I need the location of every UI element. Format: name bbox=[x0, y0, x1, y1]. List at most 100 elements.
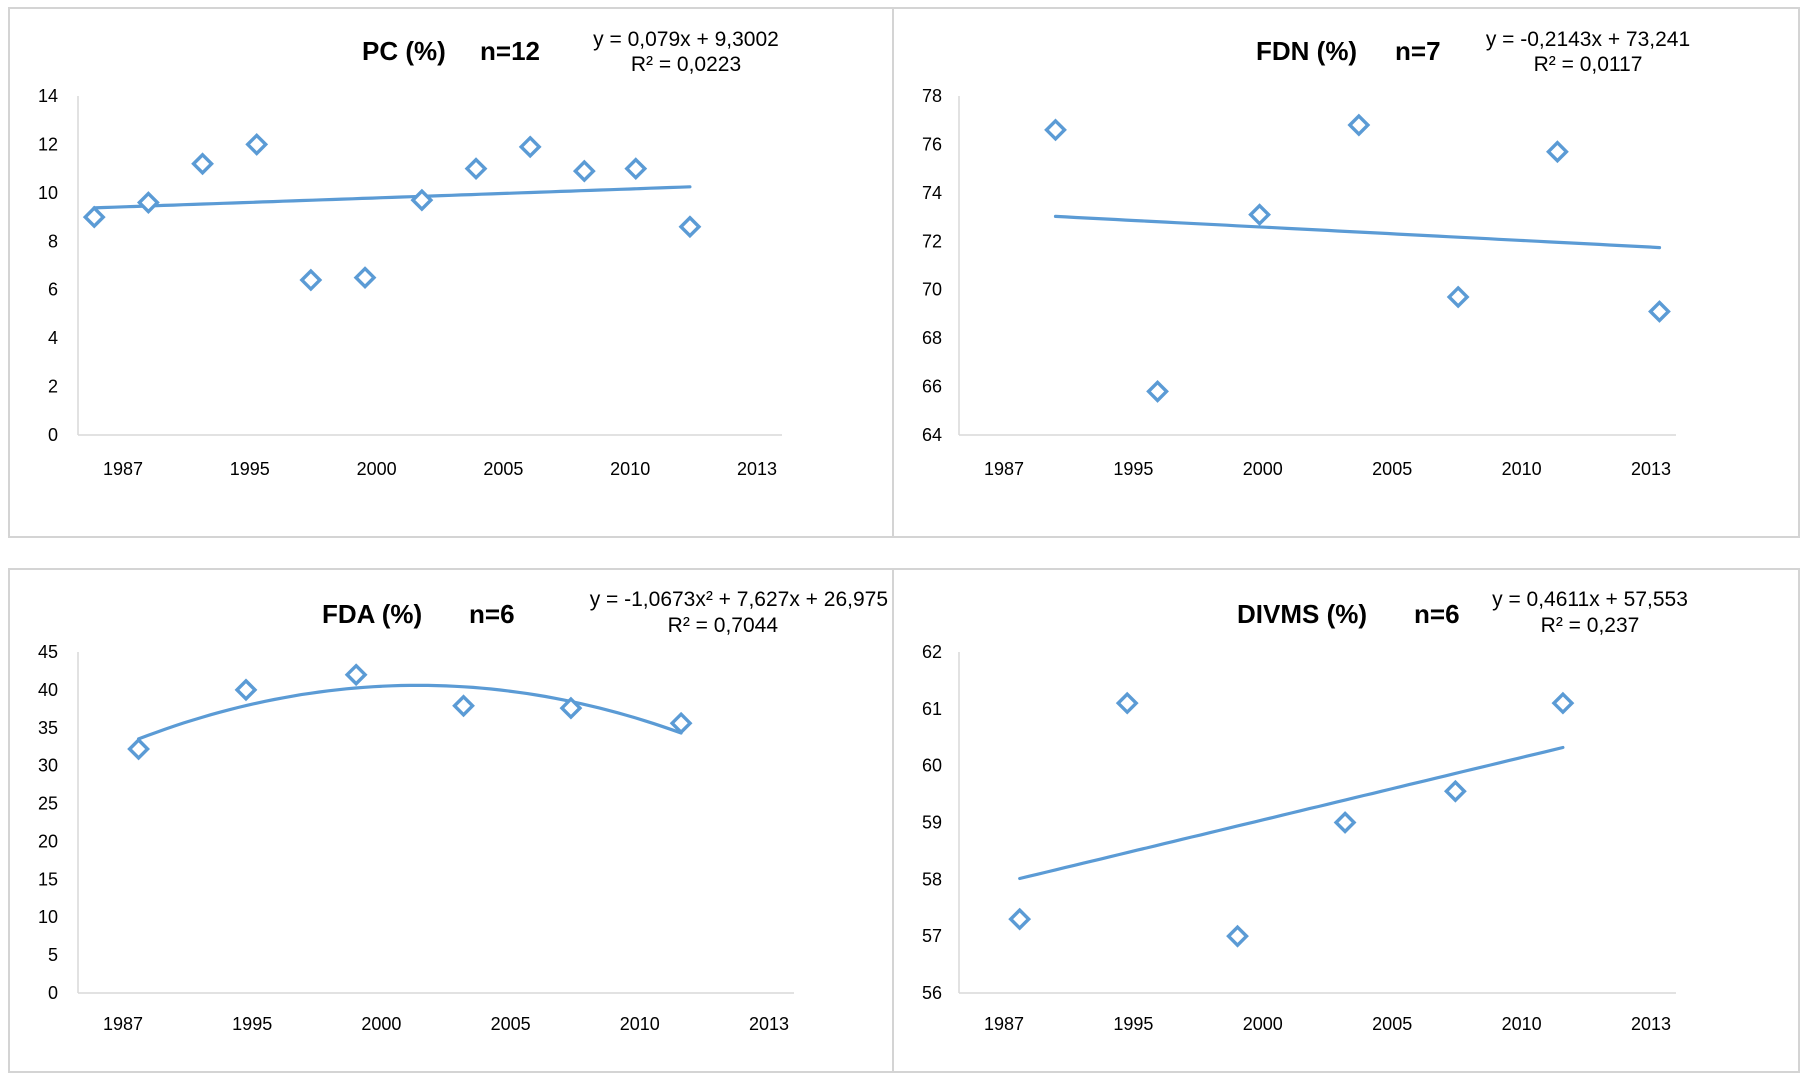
r-squared-label: R² = 0,7044 bbox=[668, 614, 779, 637]
data-point bbox=[1146, 380, 1169, 403]
x-tick-label: 2005 bbox=[1372, 459, 1412, 479]
x-tick-label: 2010 bbox=[610, 459, 650, 479]
x-tick-label: 2010 bbox=[1502, 459, 1542, 479]
trendline-equation: y = -1,0673x² + 7,627x + 26,975 bbox=[590, 588, 888, 611]
r-squared-label: R² = 0,0117 bbox=[1534, 53, 1643, 76]
x-tick-label: 1995 bbox=[1113, 1014, 1153, 1034]
chart-fdn: FDN (%) n=7 y = -0,2143x + 73,241 R² = 0… bbox=[922, 28, 1690, 479]
x-tick-label: 1987 bbox=[984, 459, 1024, 479]
y-tick-label: 76 bbox=[922, 134, 942, 154]
data-point bbox=[136, 191, 160, 214]
y-tick-label: 0 bbox=[48, 983, 58, 1003]
chart-n-label: n=6 bbox=[1414, 599, 1460, 629]
y-tick-label: 10 bbox=[38, 183, 58, 203]
x-tick-label: 2013 bbox=[1631, 1014, 1671, 1034]
data-point bbox=[1347, 113, 1371, 137]
y-tick-label: 60 bbox=[922, 756, 942, 776]
trendline bbox=[1018, 745, 1565, 881]
chart-title: DIVMS (%) bbox=[1237, 599, 1367, 629]
y-tick-label: 2 bbox=[48, 377, 58, 397]
trendline bbox=[1053, 214, 1662, 250]
y-tick-label: 10 bbox=[38, 907, 58, 927]
x-tick-label: 1987 bbox=[984, 1014, 1024, 1034]
trendline-equation: y = -0,2143x + 73,241 bbox=[1486, 28, 1690, 51]
x-tick-label: 2013 bbox=[737, 459, 777, 479]
data-point bbox=[669, 711, 693, 735]
data-point bbox=[234, 678, 258, 702]
trendline-equation: y = 0,4611x + 57,553 bbox=[1492, 588, 1688, 611]
x-tick-label: 2013 bbox=[1631, 459, 1671, 479]
x-tick-label: 2000 bbox=[1243, 459, 1283, 479]
x-tick-label: 1995 bbox=[230, 459, 270, 479]
y-tick-label: 59 bbox=[922, 813, 942, 833]
data-point bbox=[1115, 691, 1139, 715]
chart-n-label: n=7 bbox=[1395, 36, 1441, 66]
data-point bbox=[1446, 285, 1470, 309]
y-tick-label: 6 bbox=[48, 280, 58, 300]
x-tick-label: 2000 bbox=[357, 459, 397, 479]
y-tick-label: 15 bbox=[38, 869, 58, 889]
data-point bbox=[410, 188, 434, 212]
data-point bbox=[299, 268, 323, 292]
x-tick-label: 1987 bbox=[103, 1014, 143, 1034]
data-point bbox=[127, 737, 150, 761]
y-tick-label: 61 bbox=[922, 699, 942, 719]
data-point bbox=[464, 157, 488, 181]
chart-title: PC (%) bbox=[362, 36, 446, 66]
y-tick-label: 12 bbox=[38, 134, 58, 154]
y-tick-label: 25 bbox=[38, 794, 58, 814]
trendline bbox=[137, 683, 683, 741]
y-tick-label: 56 bbox=[922, 983, 942, 1003]
data-point bbox=[1008, 907, 1032, 931]
chart-pc: PC (%) n=12 y = 0,079x + 9,3002 R² = 0,0… bbox=[38, 28, 782, 479]
y-tick-label: 70 bbox=[922, 280, 942, 300]
data-point bbox=[191, 152, 214, 176]
chart-title: FDN (%) bbox=[1256, 36, 1357, 66]
y-tick-label: 66 bbox=[922, 377, 942, 397]
y-tick-label: 5 bbox=[48, 945, 58, 965]
y-tick-label: 14 bbox=[38, 86, 58, 106]
chart-panel-pc: PC (%) n=12 y = 0,079x + 9,3002 R² = 0,0… bbox=[8, 7, 894, 538]
data-point bbox=[1648, 300, 1671, 323]
x-tick-label: 2000 bbox=[361, 1014, 401, 1034]
data-point bbox=[678, 215, 702, 239]
data-point bbox=[1551, 691, 1575, 715]
trendline bbox=[92, 185, 692, 210]
data-point bbox=[1546, 140, 1569, 164]
y-tick-label: 45 bbox=[38, 642, 58, 662]
data-point bbox=[518, 135, 542, 159]
data-point bbox=[353, 266, 377, 290]
r-squared-label: R² = 0,0223 bbox=[631, 53, 741, 76]
y-tick-label: 8 bbox=[48, 231, 58, 251]
data-point bbox=[1044, 118, 1067, 142]
chart-panel-fda: FDA (%) n=6 y = -1,0673x² + 7,627x + 26,… bbox=[8, 568, 894, 1073]
chart-fda: FDA (%) n=6 y = -1,0673x² + 7,627x + 26,… bbox=[38, 588, 888, 1034]
data-point bbox=[344, 663, 368, 687]
y-tick-label: 78 bbox=[922, 86, 942, 106]
trendline-equation: y = 0,079x + 9,3002 bbox=[593, 28, 779, 51]
chart-panel-fdn: FDN (%) n=7 y = -0,2143x + 73,241 R² = 0… bbox=[892, 7, 1800, 538]
x-tick-label: 2005 bbox=[491, 1014, 531, 1034]
x-tick-label: 2000 bbox=[1243, 1014, 1283, 1034]
y-tick-label: 62 bbox=[922, 642, 942, 662]
chart-title: FDA (%) bbox=[322, 599, 422, 629]
y-tick-label: 64 bbox=[922, 425, 942, 445]
y-tick-label: 35 bbox=[38, 718, 58, 738]
x-tick-label: 2005 bbox=[1372, 1014, 1412, 1034]
chart-panel-divms: DIVMS (%) n=6 y = 0,4611x + 57,553 R² = … bbox=[892, 568, 1800, 1073]
x-tick-label: 2010 bbox=[1502, 1014, 1542, 1034]
data-point bbox=[624, 157, 648, 181]
y-tick-label: 74 bbox=[922, 183, 942, 203]
y-tick-label: 58 bbox=[922, 869, 942, 889]
data-point bbox=[572, 159, 596, 183]
data-point bbox=[1443, 779, 1467, 803]
y-tick-label: 20 bbox=[38, 831, 58, 851]
data-point bbox=[1226, 924, 1249, 948]
data-point bbox=[245, 133, 269, 156]
data-point bbox=[559, 696, 583, 720]
data-point bbox=[82, 205, 106, 229]
y-tick-label: 72 bbox=[922, 231, 942, 251]
y-tick-label: 0 bbox=[48, 425, 58, 445]
y-tick-label: 4 bbox=[48, 328, 58, 348]
chart-n-label: n=12 bbox=[480, 36, 540, 66]
